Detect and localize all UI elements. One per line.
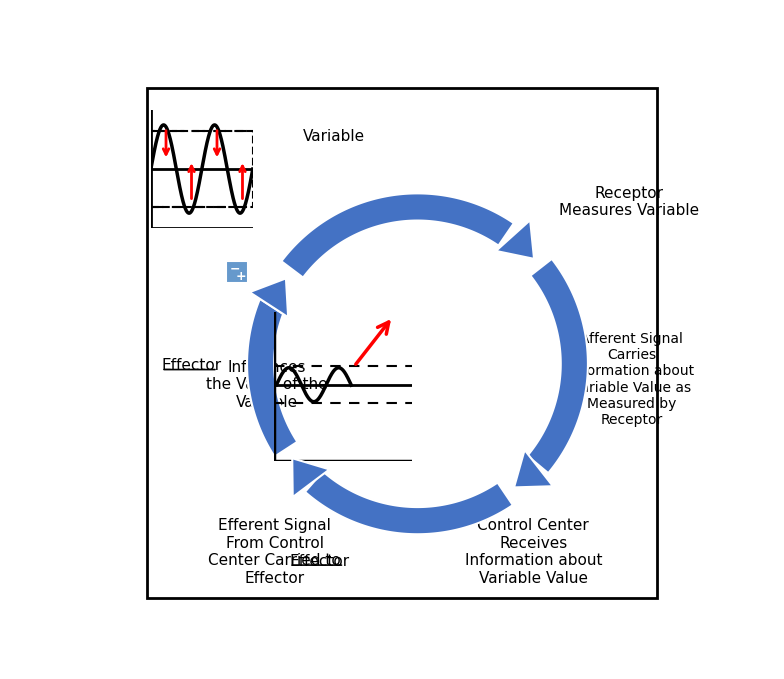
Text: Afferent Signal
Carries
Information about
Variable Value as
Measured by
Receptor: Afferent Signal Carries Information abou…: [569, 332, 694, 427]
Text: Efferent Signal
From Control
Center Carried to
Effector: Efferent Signal From Control Center Carr…: [209, 519, 341, 585]
Polygon shape: [247, 294, 297, 457]
Text: Variable: Variable: [303, 129, 365, 144]
Polygon shape: [249, 278, 289, 317]
FancyBboxPatch shape: [226, 261, 248, 283]
Polygon shape: [496, 220, 534, 259]
Polygon shape: [305, 471, 513, 534]
Polygon shape: [292, 458, 329, 497]
Text: Effector: Effector: [289, 554, 350, 569]
Polygon shape: [249, 278, 289, 317]
Polygon shape: [514, 450, 553, 488]
Text: Receptor
Measures Variable: Receptor Measures Variable: [559, 185, 699, 218]
Text: Control Center
Receives
Information about
Variable Value: Control Center Receives Information abou…: [465, 519, 602, 585]
Polygon shape: [281, 194, 514, 278]
Text: +: +: [236, 270, 247, 283]
Text: Effector: Effector: [162, 359, 221, 373]
Text: −: −: [229, 263, 240, 276]
Polygon shape: [247, 294, 297, 457]
Polygon shape: [528, 259, 588, 473]
Text: Influences
the Value of the
Variable: Influences the Value of the Variable: [205, 360, 328, 409]
